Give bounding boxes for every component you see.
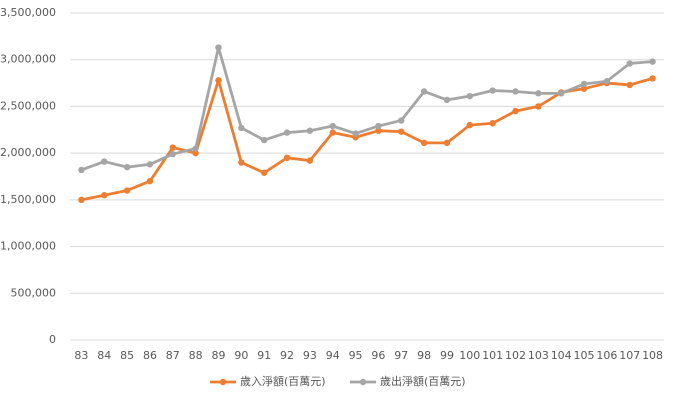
y-tick-label: 3,000,000: [0, 53, 56, 66]
point: [169, 150, 177, 158]
x-tick-label: 83: [74, 349, 88, 362]
x-tick-label: 96: [371, 349, 385, 362]
point: [580, 80, 588, 88]
point: [603, 78, 611, 85]
x-tick-label: 90: [234, 349, 248, 362]
point: [626, 81, 633, 89]
point: [420, 139, 428, 147]
point: [283, 154, 291, 162]
legend-marker: [219, 378, 227, 386]
x-tick-label: 102: [505, 349, 526, 362]
x-tick-label: 106: [596, 349, 617, 362]
point: [238, 124, 245, 132]
point: [398, 117, 405, 124]
legend-label: 歲出淨額(百萬元): [380, 374, 466, 388]
series-line: [80, 46, 653, 172]
point: [78, 196, 85, 204]
point: [123, 163, 131, 171]
x-tick-label: 91: [257, 349, 271, 362]
point: [489, 120, 496, 127]
x-tick-label: 89: [212, 349, 226, 362]
x-tick-label: 85: [120, 349, 134, 362]
x-tick-label: 107: [619, 349, 640, 362]
legend-marker: [359, 378, 367, 386]
point: [101, 191, 108, 199]
x-tick-label: 88: [189, 349, 203, 362]
point: [283, 129, 291, 136]
point: [101, 158, 108, 165]
point: [375, 127, 382, 134]
x-tick-label: 93: [303, 349, 317, 362]
y-tick-label: 500,000: [11, 286, 57, 299]
point: [215, 44, 222, 51]
point: [238, 159, 245, 166]
point: [375, 122, 382, 130]
x-tick-label: 95: [349, 349, 363, 362]
point: [192, 149, 199, 157]
x-tick-label: 92: [280, 349, 294, 362]
x-tick-label: 84: [97, 349, 111, 362]
point: [306, 127, 314, 134]
y-tick-label: 0: [49, 333, 56, 346]
x-tick-label: 87: [166, 349, 180, 362]
point: [535, 103, 542, 110]
x-tick-label: 98: [417, 349, 431, 362]
point: [352, 130, 359, 137]
point: [466, 92, 474, 100]
point: [649, 75, 656, 82]
x-tick-label: 97: [394, 349, 408, 362]
x-tick-label: 108: [642, 349, 663, 362]
point: [123, 187, 131, 194]
point: [192, 145, 199, 152]
legend-label: 歲入淨額(百萬元): [240, 374, 326, 388]
point: [260, 136, 268, 144]
point: [260, 169, 268, 176]
series-line: [81, 77, 653, 202]
point: [329, 122, 336, 130]
x-tick-label: 94: [326, 349, 340, 362]
point: [146, 177, 154, 185]
x-tick-label: 86: [143, 349, 157, 362]
x-tick-label: 105: [574, 349, 595, 362]
point: [306, 157, 314, 164]
x-tick-label: 99: [440, 349, 454, 362]
y-tick-label: 2,000,000: [0, 146, 56, 159]
point: [535, 90, 542, 97]
point: [580, 85, 588, 92]
point: [78, 166, 85, 174]
point: [466, 121, 474, 129]
point: [557, 90, 565, 97]
point: [489, 87, 496, 94]
point: [443, 139, 451, 147]
x-tick-label: 103: [528, 349, 549, 362]
y-tick-label: 1,500,000: [0, 193, 56, 206]
x-tick-label: 100: [459, 349, 480, 362]
point: [329, 129, 336, 136]
y-tick-label: 3,500,000: [0, 6, 56, 19]
point: [146, 161, 154, 168]
point: [443, 96, 451, 104]
x-tick-label: 101: [482, 349, 503, 362]
point: [512, 88, 519, 95]
x-tick-label: 104: [551, 349, 572, 362]
y-tick-label: 1,000,000: [0, 240, 56, 253]
point: [649, 58, 656, 65]
point: [398, 128, 405, 135]
point: [420, 88, 428, 95]
point: [626, 60, 633, 67]
point: [169, 144, 177, 151]
point: [215, 77, 222, 84]
point: [512, 107, 519, 115]
y-tick-label: 2,500,000: [0, 99, 56, 112]
